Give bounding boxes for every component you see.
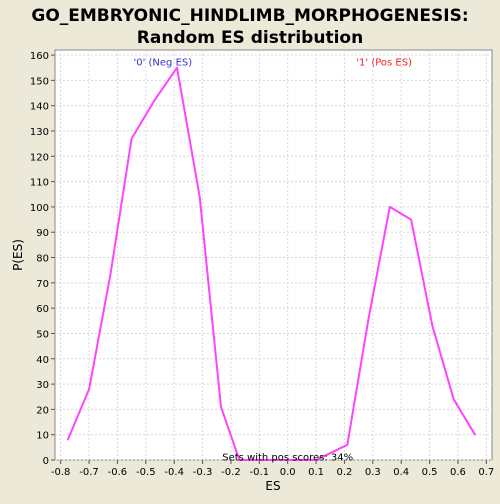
data-point [109,274,112,277]
y-tick-label: 80 [36,254,49,265]
x-tick-label: 0.1 [308,467,324,478]
x-tick-label: 0.5 [422,467,438,478]
x-tick-label: 0.6 [450,467,466,478]
x-tick-label: -0.3 [193,467,213,478]
annotation-layer: '0' (Neg ES) '1' (Pos ES) Sets with pos sc… [133,58,412,464]
data-point [238,459,241,461]
data-point [88,388,90,390]
y-axis-label: P(ES) [11,239,25,271]
y-tick-label: 140 [30,102,49,113]
y-tick-label: 70 [36,279,49,290]
x-tick-label: 0.7 [478,467,494,478]
chart-title-line1: GO_EMBRYONIC_HINDLIMB_MORPHOGENESIS: [31,6,468,26]
y-tick-label: 120 [30,152,49,163]
data-point [431,325,434,327]
y-tick-label: 110 [30,178,49,189]
chart-annotation: '1' (Pos ES) [356,58,412,69]
y-tick-label: 20 [36,405,49,416]
y-tick-label: 150 [30,76,49,87]
y-tick-label: 90 [36,228,49,239]
x-tick-label: -0.6 [108,467,128,478]
data-point [315,459,317,461]
data-point [410,218,412,221]
data-point [198,195,201,198]
y-tick-label: 160 [30,51,49,62]
data-point [153,99,156,102]
data-point [474,433,476,436]
x-tick-label: -0.5 [136,467,156,478]
y-tick-label: 130 [30,127,49,138]
y-tick-label: 50 [36,329,49,340]
data-point [176,66,178,69]
data-point [130,137,133,140]
x-tick-label: 0.4 [393,467,409,478]
data-point [367,317,370,320]
x-tick-label: 0.2 [336,467,352,478]
y-tick-label: 0 [43,456,49,467]
data-point [286,459,289,461]
x-tick-label: -0.1 [250,467,270,478]
x-axis-label: ES [265,479,280,493]
y-tick-label: 40 [36,355,49,366]
y-tick-label: 10 [36,431,49,442]
data-point [220,406,222,408]
x-tick-label: -0.7 [79,467,99,478]
grid-layer [55,50,492,461]
plot-area [54,49,493,461]
y-tick-label: 100 [30,203,49,214]
chart-annotation: Sets with pos scores: 34% [222,452,353,463]
x-tick-label: 0.0 [280,467,296,478]
data-point [389,206,391,208]
data-point [452,398,455,401]
y-tick-label: 30 [36,380,49,391]
y-tick-label: 60 [36,304,49,315]
x-tick-label: -0.8 [51,467,71,478]
series-layer [66,66,476,461]
data-point [66,438,69,441]
x-tick-label: -0.2 [221,467,241,478]
chart-annotation: '0' (Neg ES) [133,58,192,69]
x-tick-label: 0.3 [365,467,381,478]
axes-layer: 0 10 20 30 40 50 60 70 80 90 100 110 120 130 140 150 160… [30,51,494,478]
data-point [258,459,261,461]
x-tick-label: -0.4 [164,467,184,478]
chart-title-line2: Random ES distribution [137,28,363,48]
data-point [346,444,349,446]
